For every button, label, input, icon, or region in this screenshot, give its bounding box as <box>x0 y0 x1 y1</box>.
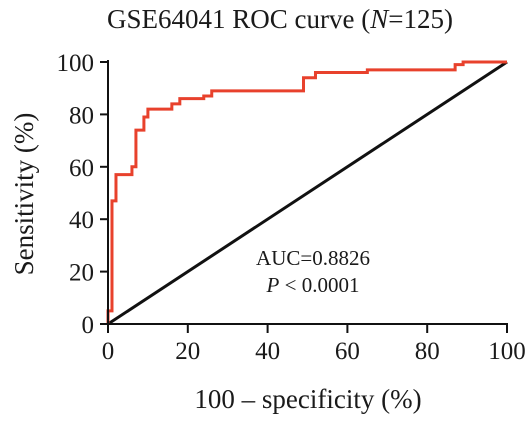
x-axis-label: 100 – specificity (%) <box>194 384 421 414</box>
reference-diagonal-line <box>107 60 508 326</box>
x-tick-label: 100 <box>488 338 526 365</box>
x-tick-label: 0 <box>102 338 115 365</box>
p-value-annotation: P < 0.0001 <box>266 273 360 297</box>
roc-curve-line <box>106 60 507 324</box>
x-tick-label: 40 <box>255 338 280 365</box>
y-tick-label: 60 <box>69 155 94 182</box>
y-tick-label: 100 <box>57 50 95 77</box>
auc-annotation: AUC=0.8826 <box>256 246 370 270</box>
y-tick-label: 20 <box>69 260 94 287</box>
plot-area: 0 20 40 60 80 100 0 20 40 60 80 100 <box>57 50 526 365</box>
x-tick-label: 60 <box>335 338 360 365</box>
chart-title: GSE64041 ROC curve (N=125) <box>107 4 453 34</box>
y-axis-label: Sensitivity (%) <box>9 113 39 276</box>
y-tick-label: 80 <box>69 102 94 129</box>
x-tick-label: 20 <box>175 338 200 365</box>
x-tick-label: 80 <box>415 338 440 365</box>
y-tick-label: 40 <box>69 207 94 234</box>
y-tick-label: 0 <box>82 312 95 339</box>
